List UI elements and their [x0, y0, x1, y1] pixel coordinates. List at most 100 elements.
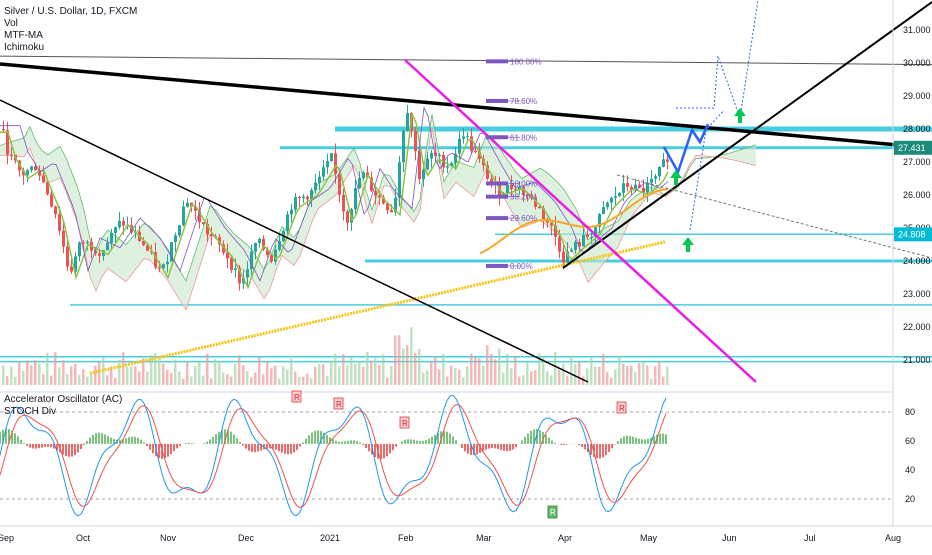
- volume-bar: [642, 362, 645, 385]
- volume-bar: [322, 364, 325, 385]
- volume-bar: [86, 376, 89, 385]
- rising-support-line: [562, 1, 932, 269]
- cloud-segment: [414, 199, 420, 223]
- volume-bar: [566, 375, 569, 385]
- time-tick-label: Oct: [76, 533, 91, 543]
- cloud-segment: [372, 192, 378, 224]
- volume-bar: [506, 354, 509, 385]
- price-tick-label: 26.000: [903, 190, 931, 200]
- volume-bar: [662, 376, 665, 385]
- candle-body: [270, 254, 273, 262]
- volume-bar: [466, 366, 469, 385]
- candle-body: [506, 184, 509, 194]
- cloud-segment: [198, 225, 204, 273]
- cloud-segment: [342, 156, 348, 186]
- candle-body: [550, 222, 553, 226]
- volume-bar: [78, 374, 81, 385]
- osc-tick-label: 80: [905, 407, 915, 417]
- cloud-segment: [48, 150, 54, 184]
- volume-bar: [50, 375, 53, 385]
- osc-bear-label: R: [619, 404, 625, 413]
- volume-bar: [450, 365, 453, 385]
- cloud-segment: [180, 270, 186, 311]
- time-tick-label: Mar: [476, 533, 492, 543]
- volume-bar: [198, 362, 201, 385]
- volume-bar: [278, 378, 281, 385]
- candle-body: [10, 154, 13, 156]
- candle-body: [250, 251, 253, 270]
- candle-body: [586, 234, 589, 238]
- candle-body: [58, 214, 61, 231]
- volume-bar: [130, 366, 133, 385]
- candle-body: [230, 258, 233, 271]
- trend-lines: [0, 1, 932, 383]
- candle-body: [582, 234, 585, 247]
- cloud-segment: [426, 114, 432, 163]
- volume-bar: [502, 372, 505, 385]
- volume-bar: [498, 348, 501, 385]
- candle-body: [274, 249, 277, 262]
- volume-bar: [534, 370, 537, 385]
- candle-body: [22, 170, 25, 176]
- volume-bar: [42, 374, 45, 385]
- axes: 31.00030.00029.00028.00027.00026.00025.0…: [0, 0, 932, 543]
- osc-bear-label-box: [291, 390, 302, 403]
- cloud-segment: [126, 237, 132, 282]
- candle-body: [602, 207, 605, 215]
- volume-bar: [290, 358, 293, 385]
- candle-body: [46, 182, 49, 195]
- volume-bar: [178, 371, 181, 385]
- cloud-segment: [132, 230, 138, 275]
- volume-bar: [438, 369, 441, 385]
- candle-body: [470, 136, 473, 151]
- candle-body: [510, 184, 513, 190]
- osc-bear-label-box: [616, 401, 627, 414]
- candle-body: [346, 211, 349, 223]
- volume-bar: [306, 373, 309, 385]
- cloud-segment: [300, 211, 306, 256]
- candle-body: [406, 113, 409, 132]
- candle-body: [50, 194, 53, 207]
- fib-level-label: 78.60%: [510, 97, 537, 106]
- candle-body: [542, 208, 545, 220]
- cloud-segment: [144, 223, 150, 261]
- candle-body: [290, 209, 293, 215]
- candle-body: [566, 251, 569, 263]
- fib-level-label: 100.00%: [510, 57, 542, 66]
- cloud-segment: [354, 148, 360, 180]
- candle-body: [666, 159, 669, 162]
- ma-fast: [0, 111, 669, 290]
- cloud-segment: [696, 155, 702, 159]
- volume-bar: [594, 366, 597, 385]
- volume-bar: [618, 356, 621, 385]
- volume-bar: [474, 357, 477, 385]
- descending-resistance-line: [0, 62, 932, 150]
- candle-body: [422, 169, 425, 180]
- candle-body: [638, 184, 641, 188]
- candle-body: [610, 197, 613, 203]
- volume-bar: [318, 363, 321, 385]
- candle-body: [578, 242, 581, 247]
- volume-bar: [242, 365, 245, 385]
- candle-body: [218, 237, 221, 245]
- volume-bar: [66, 374, 69, 385]
- volume-bar: [458, 369, 461, 385]
- volume-bar: [150, 354, 153, 385]
- volume-bar: [510, 368, 513, 385]
- volume-bar: [2, 365, 5, 385]
- legend-ac: Accelerator Oscillator (AC): [4, 394, 123, 405]
- candle-body: [294, 197, 297, 210]
- fib-level-label: 61.80%: [510, 133, 537, 142]
- projection-zigzag: [662, 123, 710, 176]
- cloud-segment: [690, 155, 696, 167]
- candle-body: [538, 206, 541, 209]
- candle-body: [82, 242, 85, 244]
- time-tick-label: Apr: [558, 533, 572, 543]
- volume-bar: [262, 374, 265, 385]
- volume-bar: [342, 354, 345, 385]
- candle-body: [162, 264, 165, 269]
- upper-trend-line: [0, 55, 932, 66]
- candle-body: [382, 197, 385, 204]
